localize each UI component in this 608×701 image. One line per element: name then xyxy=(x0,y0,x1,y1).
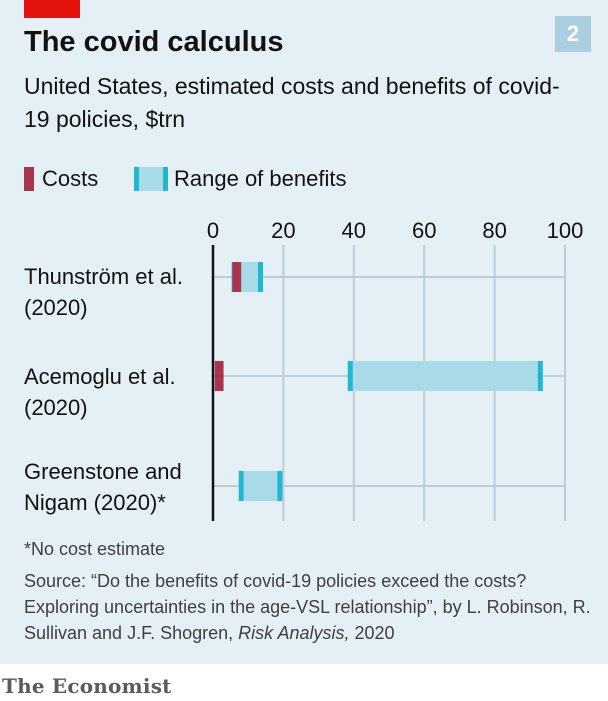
legend-label-range: Range of benefits xyxy=(174,166,347,191)
x-tick-label: 40 xyxy=(342,218,366,243)
footnote: *No cost estimate xyxy=(24,539,166,559)
category-label-line: Acemoglu et al. xyxy=(24,364,176,389)
brand-tag xyxy=(24,0,80,18)
category-label-line: Greenstone and xyxy=(24,459,182,484)
legend-swatch-costs xyxy=(24,167,34,191)
chart-subtitle: United States, estimated costs and benef… xyxy=(24,73,560,132)
publisher-logo: The Economist xyxy=(2,674,172,698)
category-label-line: (2020) xyxy=(24,295,88,320)
chart-title: The covid calculus xyxy=(24,26,284,58)
source-note: Source: “Do the benefits of covid-19 pol… xyxy=(24,568,594,646)
x-tick-label: 60 xyxy=(412,218,436,243)
cost-bar xyxy=(232,262,242,292)
benefit-range-high-edge xyxy=(277,471,283,501)
source-year: 2020 xyxy=(349,623,395,643)
x-tick-label: 0 xyxy=(207,218,219,243)
cost-bar xyxy=(214,361,224,391)
benefit-range-low-edge xyxy=(238,471,244,501)
figure-number-badge: 2 xyxy=(555,16,591,52)
x-tick-label: 80 xyxy=(482,218,506,243)
category-label-line: Nigam (2020)* xyxy=(24,490,166,515)
benefit-range-high-edge xyxy=(258,262,264,292)
x-tick-label: 100 xyxy=(547,218,584,243)
legend-swatch-range xyxy=(134,167,168,191)
legend-item-range: Range of benefits xyxy=(134,166,346,192)
chart-card: 2 The covid calculus United States, esti… xyxy=(0,0,608,664)
x-tick-label: 20 xyxy=(271,218,295,243)
source-text: Source: “Do the benefits of covid-19 pol… xyxy=(24,571,591,643)
category-label-line: (2020) xyxy=(24,395,88,420)
benefit-range-bar xyxy=(241,471,280,501)
benefit-range-high-edge xyxy=(537,361,543,391)
source-journal: Risk Analysis, xyxy=(238,623,350,643)
category-label-line: Thunström et al. xyxy=(24,264,183,289)
category-label: Acemoglu et al. (2020) xyxy=(24,361,214,423)
benefit-range-low-edge xyxy=(347,361,353,391)
benefit-range-bar xyxy=(350,361,541,391)
category-label: Thunström et al. (2020) xyxy=(24,261,214,323)
category-label: Greenstone and Nigam (2020)* xyxy=(24,456,214,518)
legend-item-costs: Costs xyxy=(24,166,98,192)
plot-area: 0 20 40 60 80 100 xyxy=(207,218,584,521)
legend-label-costs: Costs xyxy=(42,166,99,191)
